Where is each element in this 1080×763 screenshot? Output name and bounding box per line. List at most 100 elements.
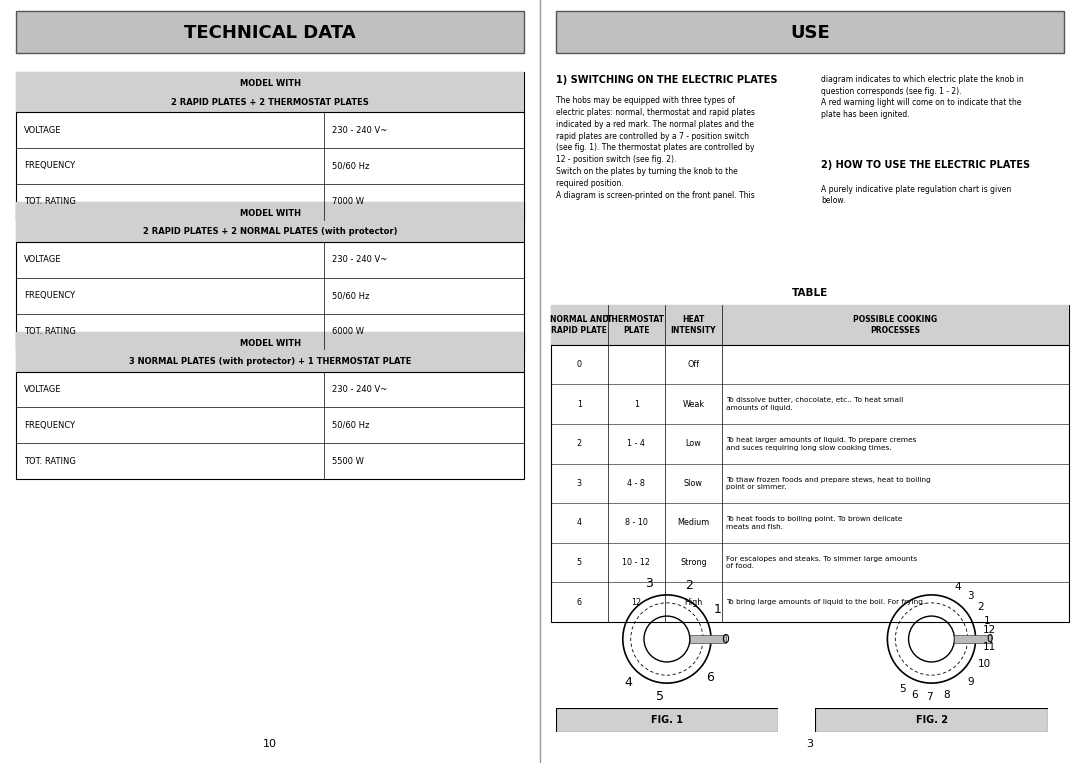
Text: 5: 5 [577,558,582,567]
Text: TABLE: TABLE [792,288,828,298]
Text: 0: 0 [721,633,729,645]
Text: 1: 1 [634,400,639,409]
Text: FIG. 2: FIG. 2 [916,715,947,726]
Text: 2) HOW TO USE THE ELECTRIC PLATES: 2) HOW TO USE THE ELECTRIC PLATES [821,160,1030,170]
Text: VOLTAGE: VOLTAGE [25,256,62,264]
Text: To thaw frozen foods and prepare stews, heat to boiling
point or simmer.: To thaw frozen foods and prepare stews, … [726,477,931,490]
Text: 9: 9 [968,678,974,687]
Text: Off: Off [687,360,700,369]
Text: FREQUENCY: FREQUENCY [25,162,76,170]
Text: 4: 4 [955,582,961,592]
Text: 4 - 8: 4 - 8 [627,479,645,488]
Text: 3 NORMAL PLATES (with protector) + 1 THERMOSTAT PLATE: 3 NORMAL PLATES (with protector) + 1 THE… [129,357,411,366]
Text: 2 RAPID PLATES + 2 THERMOSTAT PLATES: 2 RAPID PLATES + 2 THERMOSTAT PLATES [171,98,369,107]
Text: TOT. RATING: TOT. RATING [25,457,77,465]
Text: A purely indicative plate regulation chart is given
below.: A purely indicative plate regulation cha… [821,185,1011,205]
Text: 3: 3 [577,479,582,488]
Text: 5: 5 [899,684,906,694]
FancyBboxPatch shape [955,635,991,643]
Text: 50/60 Hz: 50/60 Hz [333,421,369,430]
Text: 1 - 4: 1 - 4 [627,439,645,449]
Text: NORMAL AND
RAPID PLATE: NORMAL AND RAPID PLATE [550,315,609,335]
Text: Slow: Slow [684,479,703,488]
Text: 3: 3 [968,591,974,600]
Text: Strong: Strong [680,558,706,567]
FancyBboxPatch shape [16,72,524,112]
FancyBboxPatch shape [16,202,524,349]
FancyBboxPatch shape [16,332,524,479]
Text: 1: 1 [577,400,582,409]
Text: 230 - 240 V~: 230 - 240 V~ [333,126,388,134]
Text: 6: 6 [706,671,714,684]
Text: FREQUENCY: FREQUENCY [25,291,76,300]
Text: 6: 6 [577,597,582,607]
Text: 4: 4 [624,676,632,689]
Text: To dissolve butter, chocolate, etc.. To heat small
amounts of liquid.: To dissolve butter, chocolate, etc.. To … [726,398,904,411]
Text: 0: 0 [986,634,993,644]
Text: 2: 2 [977,602,984,612]
Text: 3: 3 [807,739,813,749]
Text: MODEL WITH: MODEL WITH [240,209,300,217]
Text: VOLTAGE: VOLTAGE [25,126,62,134]
Text: 6000 W: 6000 W [333,327,364,336]
FancyBboxPatch shape [815,708,1048,732]
Text: MODEL WITH: MODEL WITH [240,79,300,88]
Text: The hobs may be equipped with three types of
electric plates: normal, thermostat: The hobs may be equipped with three type… [556,96,755,200]
Text: 5500 W: 5500 W [333,457,364,465]
Text: For escalopes and steaks. To simmer large amounts
of food.: For escalopes and steaks. To simmer larg… [726,555,917,569]
Text: 1: 1 [984,616,990,626]
Text: FREQUENCY: FREQUENCY [25,421,76,430]
Text: 1: 1 [714,604,721,617]
Text: Weak: Weak [683,400,704,409]
Text: 50/60 Hz: 50/60 Hz [333,162,369,170]
Text: High: High [685,597,702,607]
Text: TOT. RATING: TOT. RATING [25,198,77,206]
Text: USE: USE [791,24,829,42]
Text: To bring large amounts of liquid to the boil. For frying.: To bring large amounts of liquid to the … [726,599,926,605]
FancyBboxPatch shape [690,635,727,643]
Text: 10: 10 [264,739,276,749]
Text: 6: 6 [912,690,918,700]
Text: 2: 2 [685,578,692,591]
Text: 8: 8 [943,691,950,700]
Text: 2 RAPID PLATES + 2 NORMAL PLATES (with protector): 2 RAPID PLATES + 2 NORMAL PLATES (with p… [143,227,397,237]
Text: Low: Low [686,439,701,449]
Text: TOT. RATING: TOT. RATING [25,327,77,336]
Text: 0: 0 [577,360,582,369]
Text: 11: 11 [983,642,996,652]
Text: VOLTAGE: VOLTAGE [25,385,62,394]
Text: 3: 3 [645,577,652,590]
FancyBboxPatch shape [556,708,778,732]
Text: 230 - 240 V~: 230 - 240 V~ [333,385,388,394]
FancyBboxPatch shape [551,305,1069,345]
Text: 10 - 12: 10 - 12 [622,558,650,567]
Text: 8 - 10: 8 - 10 [625,518,648,527]
Text: 50/60 Hz: 50/60 Hz [333,291,369,300]
Text: 12: 12 [983,625,996,635]
Text: diagram indicates to which electric plate the knob in
question corresponds (see : diagram indicates to which electric plat… [821,75,1024,119]
Text: 10: 10 [977,658,990,668]
Text: FIG. 1: FIG. 1 [651,715,683,726]
Text: POSSIBLE COOKING
PROCESSES: POSSIBLE COOKING PROCESSES [853,315,937,335]
FancyBboxPatch shape [551,305,1069,622]
Text: 230 - 240 V~: 230 - 240 V~ [333,256,388,264]
Text: 12: 12 [632,597,642,607]
Text: To heat larger amounts of liquid. To prepare cremes
and suces requiring long slo: To heat larger amounts of liquid. To pre… [726,437,917,450]
Text: 2: 2 [577,439,582,449]
Text: 7: 7 [927,692,933,702]
Text: 4: 4 [577,518,582,527]
Text: HEAT
INTENSITY: HEAT INTENSITY [671,315,716,335]
FancyBboxPatch shape [16,11,524,53]
Text: 7000 W: 7000 W [333,198,364,206]
Text: MODEL WITH: MODEL WITH [240,339,300,347]
Text: 1) SWITCHING ON THE ELECTRIC PLATES: 1) SWITCHING ON THE ELECTRIC PLATES [556,75,778,85]
Text: Medium: Medium [677,518,710,527]
Text: TECHNICAL DATA: TECHNICAL DATA [185,24,355,42]
FancyBboxPatch shape [16,332,524,372]
FancyBboxPatch shape [16,202,524,242]
Text: THERMOSTAT
PLATE: THERMOSTAT PLATE [607,315,665,335]
Text: 5: 5 [656,691,664,703]
Text: To heat foods to boiling point. To brown delicate
meats and fish.: To heat foods to boiling point. To brown… [726,517,903,530]
FancyBboxPatch shape [16,72,524,220]
FancyBboxPatch shape [556,11,1064,53]
